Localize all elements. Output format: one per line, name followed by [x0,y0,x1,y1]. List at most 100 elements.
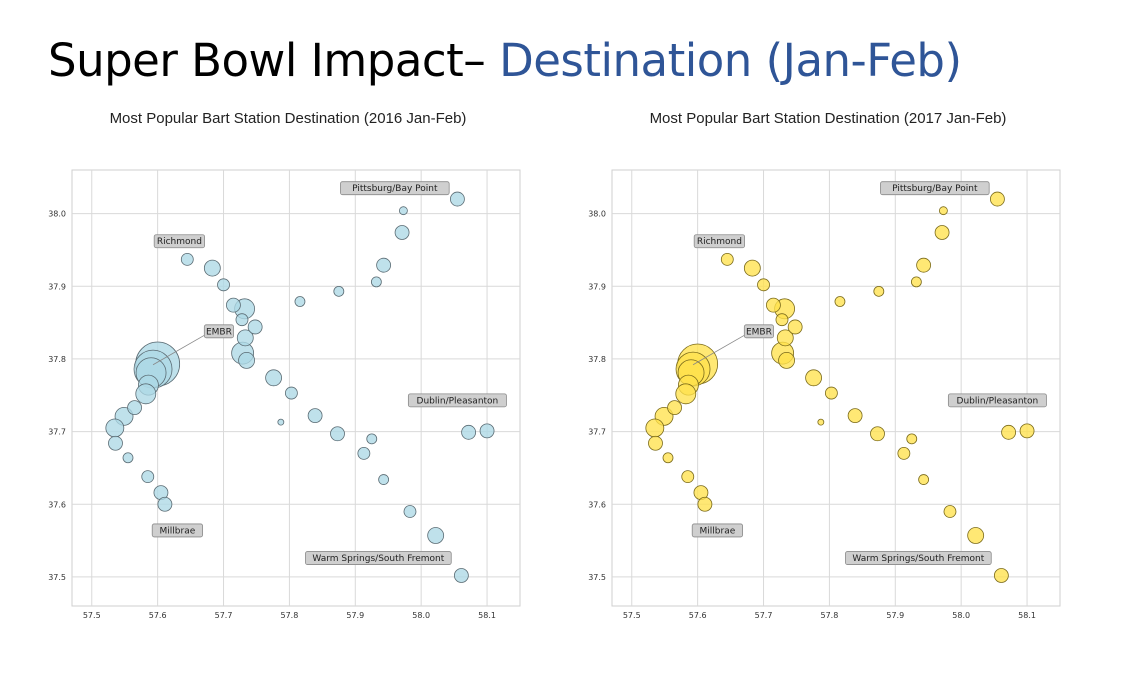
station-point [135,383,157,405]
y-tick-label: 37.8 [48,355,66,364]
station-point [766,297,781,313]
station-point [277,418,285,426]
station-point [370,276,382,288]
scatter-plot-2017: 57.5 57.6 57.7 57.8 57.9 58.0 58.1 37.5 37.6 37.7… [588,169,1061,620]
station-point [824,386,838,400]
station-point [775,313,789,327]
station-point [330,426,345,442]
station-point [897,446,911,460]
station-point [757,278,770,292]
station-point [398,206,408,216]
station-point [967,527,985,544]
station-point [1019,423,1035,439]
station-point [236,329,254,347]
station-point [247,319,263,335]
annotation-label: Richmond [697,237,742,247]
station-point [918,474,930,485]
x-tick-label: 57.7 [215,611,233,620]
station-point [697,496,713,512]
station-point [357,446,371,460]
y-tick-label: 37.9 [588,282,606,291]
station-point [805,369,823,387]
station-point [743,259,761,277]
station-point [662,452,674,464]
station-point [108,435,123,451]
x-tick-label: 57.7 [755,611,773,620]
y-tick-label: 37.7 [48,428,66,437]
x-tick-label: 57.9 [346,611,364,620]
x-tick-label: 58.1 [478,611,496,620]
annotation-label: Pittsburg/Bay Point [352,184,438,194]
station-point [180,252,194,266]
slide-title-main: Super Bowl Impact– [48,34,500,87]
station-point [127,400,142,416]
y-tick-label: 38.0 [48,210,66,219]
station-point [934,225,950,240]
scatter-plot-2016: 57.5 57.6 57.7 57.8 57.9 58.0 58.1 37.5 37.6 37.7… [48,169,521,620]
station-point [141,470,155,484]
station-point [787,319,803,335]
x-tick-label: 57.5 [83,611,101,620]
annotation-box [153,234,205,249]
annotation-box [305,551,452,565]
station-point [645,418,665,438]
annotation-label: Millbrae [160,526,196,536]
station-point [648,435,663,451]
station-point [847,408,863,424]
annotation-box [691,523,744,538]
station-point [294,296,306,307]
annotation-box [340,181,450,196]
station-point [990,191,1005,207]
station-point [675,383,697,405]
station-point [1001,424,1017,440]
annotation-label: EMBR [746,327,772,337]
x-tick-label: 58.1 [1018,611,1036,620]
station-point [427,527,445,544]
station-point [817,418,825,426]
station-point [366,433,378,445]
annotation-label: Pittsburg/Bay Point [892,184,978,194]
station-point [993,568,1009,583]
station-point [916,257,932,273]
station-point [453,568,469,583]
x-tick-label: 58.0 [412,611,430,620]
annotation-box [407,393,507,408]
station-point [667,400,682,416]
station-point [870,426,885,442]
annotation-label: EMBR [206,327,232,337]
station-point [333,285,345,297]
x-tick-label: 57.8 [281,611,299,620]
annotation-label: Millbrae [700,526,736,536]
annotation-label: Dublin/Pleasanton [417,396,499,406]
annotation-box [203,324,234,339]
y-tick-label: 37.5 [48,573,66,582]
slide-title-accent: Destination (Jan-Feb) [499,34,962,87]
y-tick-label: 37.6 [48,500,66,509]
station-point [873,285,885,297]
station-point [403,505,417,518]
station-point [720,252,734,266]
station-point [681,470,695,484]
station-point [265,369,283,387]
x-tick-label: 57.6 [689,611,707,620]
station-point [203,259,221,277]
annotation-box [880,181,990,196]
annotation-box [743,324,774,339]
y-tick-label: 37.8 [588,355,606,364]
station-point [450,191,465,207]
station-point [238,351,255,369]
station-point [910,276,922,288]
annotation-label: Richmond [157,237,202,247]
annotation-label: Warm Springs/South Fremont [312,554,444,564]
annotation-box [151,523,204,538]
y-tick-label: 37.7 [588,428,606,437]
slide-title: Super Bowl Impact– Destination (Jan-Feb) [48,34,962,87]
station-point [122,452,134,464]
x-tick-label: 57.6 [149,611,167,620]
x-tick-label: 57.9 [886,611,904,620]
station-point [376,257,392,273]
x-tick-label: 58.0 [952,611,970,620]
station-point [461,424,477,440]
annotation-label: Dublin/Pleasanton [957,396,1039,406]
station-point [235,313,249,327]
